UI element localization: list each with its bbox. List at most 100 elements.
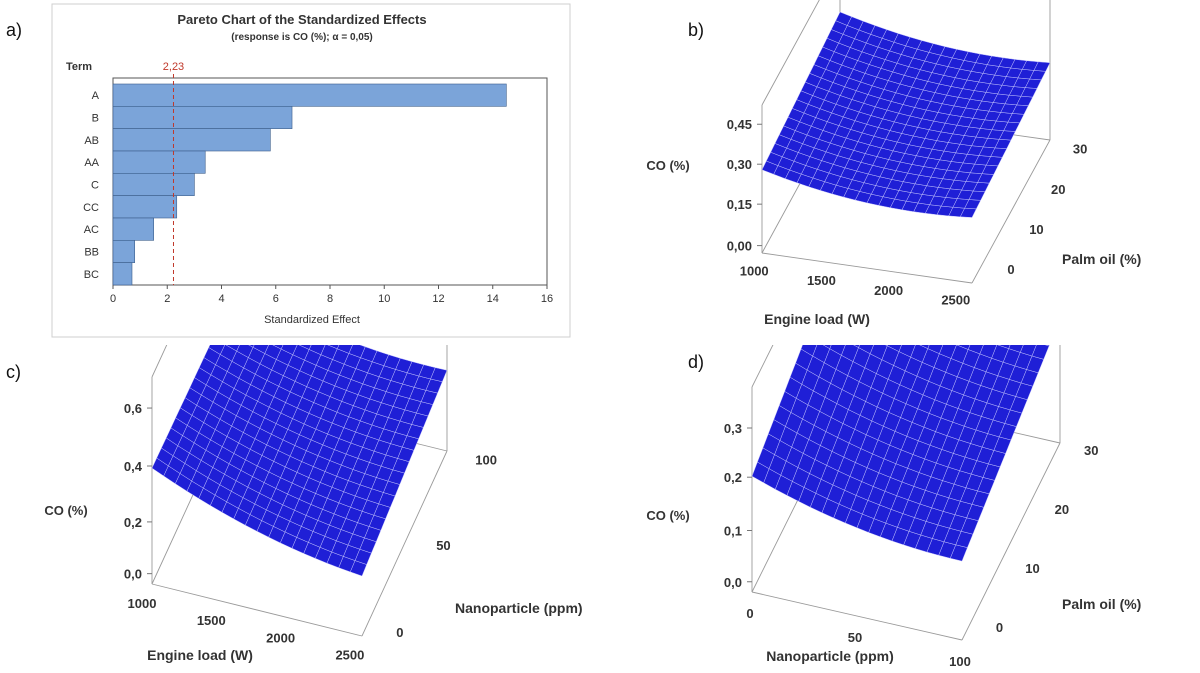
x-tick-label-2: 2 xyxy=(164,293,170,305)
bar-B xyxy=(112,106,293,129)
z-tick-label: 0,2 xyxy=(724,470,742,485)
y-tick-label: 10 xyxy=(1029,222,1043,237)
y-tick-label: 10 xyxy=(1025,561,1039,576)
x-axis-label: Standardized Effect xyxy=(264,314,360,326)
x-tick-label: 1000 xyxy=(740,264,769,279)
wall-edge xyxy=(751,345,774,388)
chart-title: Pareto Chart of the Standardized Effects xyxy=(177,12,426,27)
z-tick-label: 0,4 xyxy=(124,459,143,474)
y-tick-label: 20 xyxy=(1051,182,1065,197)
z-tick-label: 0,45 xyxy=(727,117,752,132)
surface-cell xyxy=(919,345,930,349)
surface-cell xyxy=(225,345,240,352)
x-tick-label-10: 10 xyxy=(378,293,390,305)
bar-AA xyxy=(112,150,206,174)
z-tick-label: 0,3 xyxy=(724,421,742,436)
category-label-BC: BC xyxy=(84,269,99,281)
y-axis-label: Term xyxy=(66,61,92,73)
z-tick-label: 0,30 xyxy=(727,157,752,172)
z-tick-label: 0,2 xyxy=(124,515,142,530)
surface-cell xyxy=(280,345,298,356)
z-tick-label: 0,15 xyxy=(727,197,752,212)
category-label-AB: AB xyxy=(84,135,99,147)
surface-cell xyxy=(337,345,353,354)
panel-label-d: d) xyxy=(688,352,705,372)
bar-A xyxy=(112,83,507,107)
y-tick-label: 30 xyxy=(1084,443,1098,458)
pareto-chart: Pareto Chart of the Standardized Effects… xyxy=(51,3,571,338)
surface-cell xyxy=(956,345,971,350)
surface-cell xyxy=(298,345,312,350)
surface-cell xyxy=(1019,345,1037,357)
category-label-CC: CC xyxy=(83,202,99,214)
bar-C xyxy=(112,173,195,196)
surface-cell xyxy=(1033,61,1051,72)
x-tick-label: 0 xyxy=(746,606,753,621)
category-label-BB: BB xyxy=(84,247,99,259)
x-tick-label-8: 8 xyxy=(327,293,333,305)
z-tick-label: 0,1 xyxy=(724,524,742,539)
wall-edge xyxy=(151,345,168,378)
surface-cell xyxy=(208,345,226,355)
surface-cell xyxy=(430,367,448,382)
x-tick-label-0: 0 xyxy=(110,293,116,305)
x-tick-label-12: 12 xyxy=(432,293,444,305)
x-tick-label-16: 16 xyxy=(541,293,553,305)
category-label-AC: AC xyxy=(84,224,99,236)
surface-cell xyxy=(1008,345,1024,353)
surface-cell xyxy=(1045,345,1050,347)
z-tick-label: 0,6 xyxy=(124,401,142,416)
surface-cell xyxy=(858,345,874,355)
panel-label-a: a) xyxy=(6,20,23,40)
x-tick-label: 100 xyxy=(949,654,971,669)
surface-cell xyxy=(997,345,1011,349)
z-axis-label: CO (%) xyxy=(646,158,689,173)
surface-cell xyxy=(829,345,846,356)
x-tick-label-6: 6 xyxy=(273,293,279,305)
surface-cell xyxy=(979,345,998,359)
surface-cell xyxy=(967,345,984,355)
surface-cell xyxy=(800,345,818,357)
x-tick-label: 2500 xyxy=(335,647,364,662)
category-label-AA: AA xyxy=(84,157,99,169)
x-axis-label: Engine load (W) xyxy=(147,647,253,663)
category-label-C: C xyxy=(91,180,99,192)
chart-subtitle: (response is CO (%); α = 0,05) xyxy=(231,32,372,43)
panel-label-c: c) xyxy=(6,362,21,382)
x-axis-label: Nanoparticle (ppm) xyxy=(766,648,894,664)
y-tick-label: 100 xyxy=(475,453,497,468)
bar-BB xyxy=(112,240,136,263)
x-tick-label: 2000 xyxy=(874,283,903,298)
y-tick-label: 0 xyxy=(996,620,1003,635)
z-tick-label: 0,00 xyxy=(727,239,752,254)
wall-edge xyxy=(761,0,820,106)
panel-label-b: b) xyxy=(688,20,705,40)
floor-edge xyxy=(961,442,1061,641)
floor-edge xyxy=(361,450,448,637)
surface-cell xyxy=(898,345,916,358)
x-tick-label: 1500 xyxy=(807,273,836,288)
surface-cell xyxy=(272,345,284,350)
surface-plot-b: 0,00 0,15 0,30 0,45 1000 1500 2000 2500 0 10 20 30 E… xyxy=(646,0,1141,327)
surface-plot-d: 0,0 0,1 0,2 0,3 0 50 100 0 10 20 30 Nanoparticle (p… xyxy=(646,345,1141,669)
z-axis-label: CO (%) xyxy=(646,508,689,523)
z-axis-label: CO (%) xyxy=(44,503,87,518)
x-tick-label: 1000 xyxy=(128,596,157,611)
z-tick-label: 0,0 xyxy=(724,575,742,590)
surface-cell xyxy=(822,345,832,350)
x-tick-label: 50 xyxy=(848,630,862,645)
floor-edge xyxy=(761,252,973,284)
surface-cell xyxy=(308,345,326,355)
bar-AB xyxy=(112,128,271,152)
surface-plot-c: 0,0 0,2 0,4 0,6 1000 1500 2000 2500 0 50 100 Engine… xyxy=(44,345,583,663)
floor-edge xyxy=(751,591,963,641)
y-axis-label: Palm oil (%) xyxy=(1062,251,1141,267)
z-tick-label: 0,0 xyxy=(124,567,142,582)
category-label-A: A xyxy=(92,90,100,102)
floor-edge xyxy=(151,583,363,637)
x-axis-label: Engine load (W) xyxy=(764,311,870,327)
x-tick-label: 1500 xyxy=(197,613,226,628)
bar-BC xyxy=(112,262,133,286)
y-tick-label: 20 xyxy=(1055,502,1069,517)
floor-edge xyxy=(971,139,1051,284)
